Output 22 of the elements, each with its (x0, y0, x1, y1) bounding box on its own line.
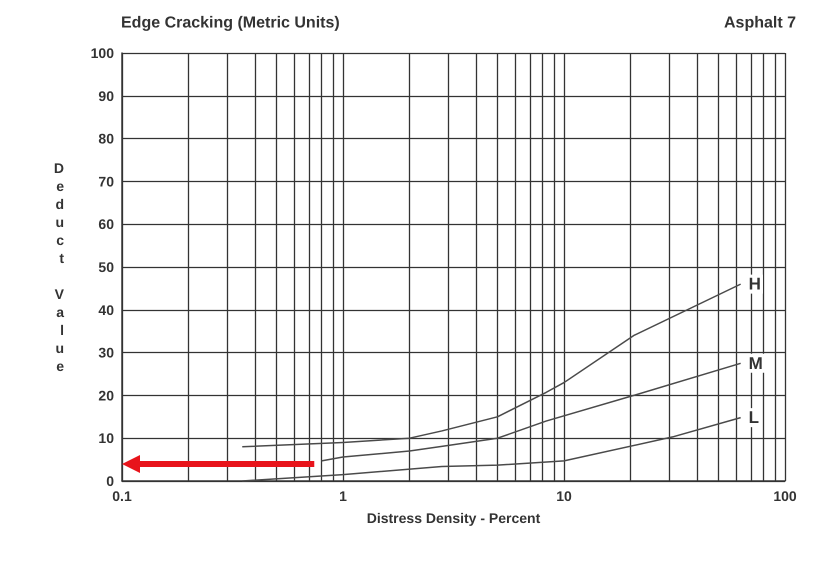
y-tick-label: 30 (98, 344, 114, 361)
y-tick-label: 60 (98, 216, 114, 232)
y-tick-label: 100 (90, 45, 114, 61)
text: Deduct Value (54, 160, 64, 374)
series-label: H (748, 274, 761, 294)
series-label: M (748, 354, 763, 373)
x-tick-label: 0.1 (112, 488, 132, 504)
chart-title: Edge Cracking (Metric Units) (121, 14, 340, 32)
y-tick-label: 10 (98, 430, 114, 446)
y-tick-label: 0 (106, 473, 114, 489)
x-axis-title: Distress Density - Percent (366, 510, 541, 526)
series-label: L (748, 408, 760, 428)
x-tick-label: 100 (773, 488, 797, 504)
x-tick-label: 10 (556, 488, 572, 504)
y-tick-label: 80 (98, 130, 114, 147)
y-tick-label: 50 (98, 259, 114, 275)
chart-subtitle: Asphalt 7 (724, 14, 796, 32)
y-tick-label: 90 (98, 88, 114, 104)
y-tick-label: 20 (98, 387, 114, 404)
y-tick-label: 70 (98, 173, 114, 190)
y-tick-label: 40 (98, 302, 114, 318)
x-tick-label: 1 (339, 488, 348, 504)
